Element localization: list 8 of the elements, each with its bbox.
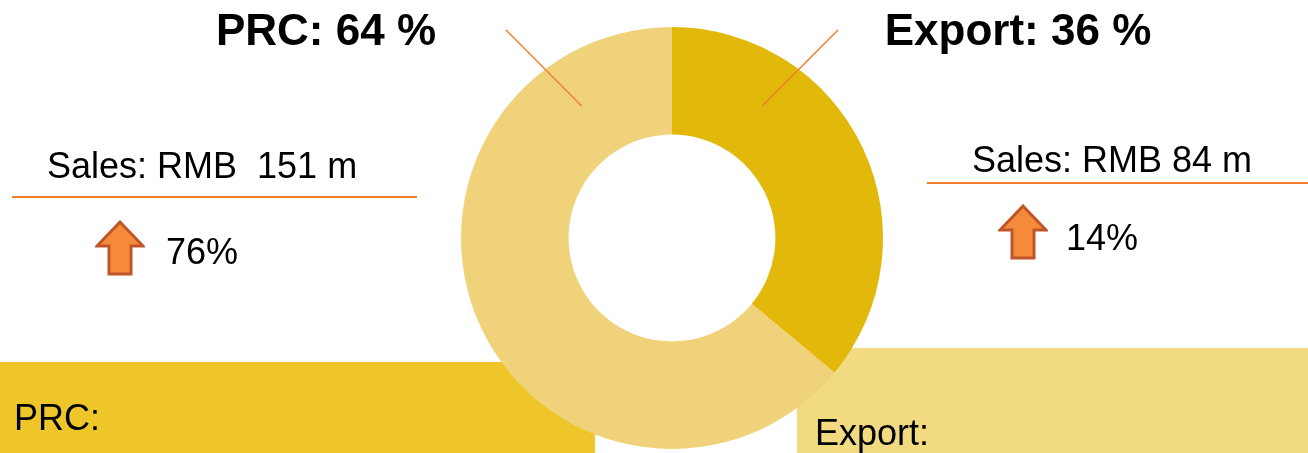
text: PRC:: [14, 397, 101, 438]
text: Export:: [815, 412, 930, 453]
data-label: Export: 36 %: [884, 5, 1152, 55]
data-label: PRC: 64 %: [215, 5, 437, 55]
text: 14%: [1066, 217, 1139, 258]
text: Sales: RMB 84 m: [972, 139, 1253, 180]
text: Sales: RMB 151 m: [47, 145, 358, 186]
text: 76%: [166, 231, 239, 272]
